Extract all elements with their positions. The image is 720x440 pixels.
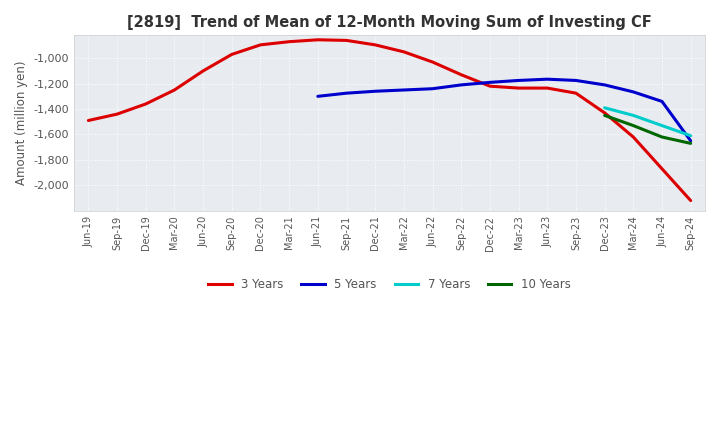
- Title: [2819]  Trend of Mean of 12-Month Moving Sum of Investing CF: [2819] Trend of Mean of 12-Month Moving …: [127, 15, 652, 30]
- Legend: 3 Years, 5 Years, 7 Years, 10 Years: 3 Years, 5 Years, 7 Years, 10 Years: [204, 274, 575, 296]
- Y-axis label: Amount (million yen): Amount (million yen): [15, 61, 28, 185]
